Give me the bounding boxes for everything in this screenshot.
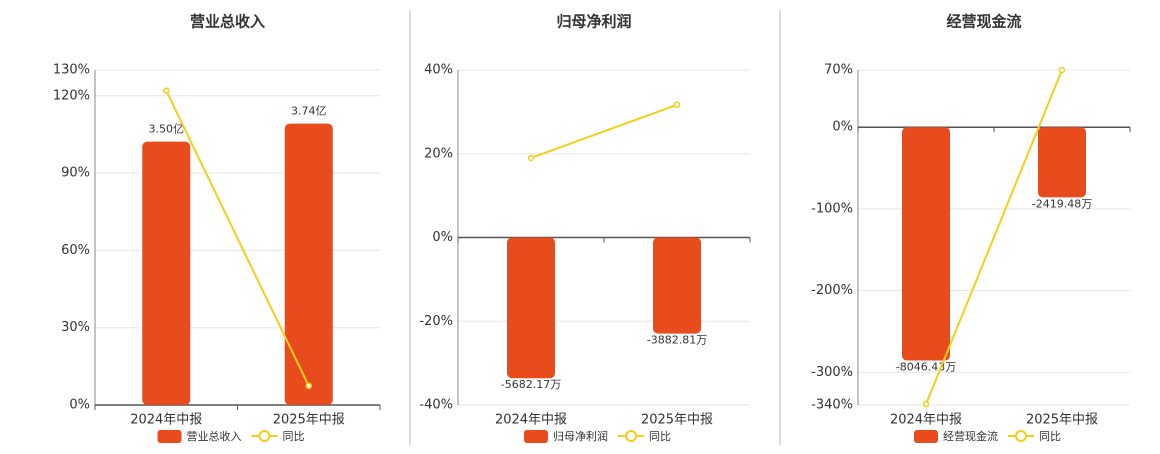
line-point [1058, 66, 1066, 74]
chart-title: 归母净利润 [556, 13, 631, 31]
bar [507, 237, 555, 379]
bar [142, 141, 191, 405]
bar-value-label: -2419.48万 [1032, 197, 1092, 210]
y-tick-label: 90% [61, 166, 90, 181]
y-tick-label: 0% [832, 120, 853, 135]
bar-value-label: -5682.17万 [501, 378, 561, 391]
legend-label: 归母净利润 [553, 429, 608, 443]
y-tick-label: -340% [811, 398, 853, 413]
legend-swatch [625, 430, 637, 442]
legend-label: 经营现金流 [943, 429, 998, 443]
bar [284, 123, 333, 405]
legend-label: 同比 [1039, 430, 1061, 443]
y-tick-label: 70% [824, 63, 853, 78]
y-tick-label: 60% [61, 243, 90, 258]
x-tick-label: 2025年中报 [641, 413, 713, 428]
y-tick-label: 0% [69, 398, 90, 413]
legend-swatch [524, 430, 548, 443]
chart-title: 经营现金流 [946, 13, 1021, 31]
bar [653, 237, 701, 334]
line [925, 69, 1063, 405]
y-tick-label: -200% [811, 283, 853, 298]
bar [1038, 127, 1086, 198]
y-tick-label: 120% [53, 88, 90, 103]
bar-value-label: 3.74亿 [291, 105, 327, 118]
legend-label: 同比 [283, 430, 305, 443]
legend-swatch [914, 430, 938, 443]
line-point [305, 382, 312, 390]
y-tick-label: -20% [419, 314, 453, 329]
bar-value-label: 3.50亿 [149, 123, 185, 136]
line [530, 103, 678, 159]
y-tick-label: -100% [811, 201, 853, 216]
x-tick-label: 2024年中报 [495, 413, 567, 428]
chart-title: 营业总收入 [190, 13, 265, 31]
y-tick-label: 20% [424, 146, 453, 161]
legend-swatch [157, 430, 182, 443]
y-tick-label: 130% [53, 63, 90, 78]
x-tick-label: 2025年中报 [1026, 413, 1098, 428]
legend-label: 营业总收入 [187, 429, 242, 443]
legend-swatch [258, 430, 271, 442]
x-tick-label: 2024年中报 [890, 413, 962, 428]
line-point [673, 101, 681, 109]
y-tick-label: 40% [424, 63, 453, 78]
y-tick-label: -300% [811, 365, 853, 380]
line [165, 90, 310, 387]
x-tick-label: 2025年中报 [273, 413, 345, 428]
line-point [163, 87, 170, 94]
line-point [922, 400, 930, 408]
legend-label: 同比 [649, 430, 671, 443]
line-point [527, 154, 535, 162]
x-tick-label: 2024年中报 [130, 413, 202, 428]
bar-value-label: -3882.81万 [647, 334, 707, 347]
legend-swatch [1015, 430, 1027, 442]
y-tick-label: 0% [432, 230, 453, 245]
y-tick-label: -40% [419, 398, 453, 413]
bar-value-label: -8046.43万 [896, 361, 956, 374]
bar [902, 127, 950, 361]
y-tick-label: 30% [61, 320, 90, 335]
